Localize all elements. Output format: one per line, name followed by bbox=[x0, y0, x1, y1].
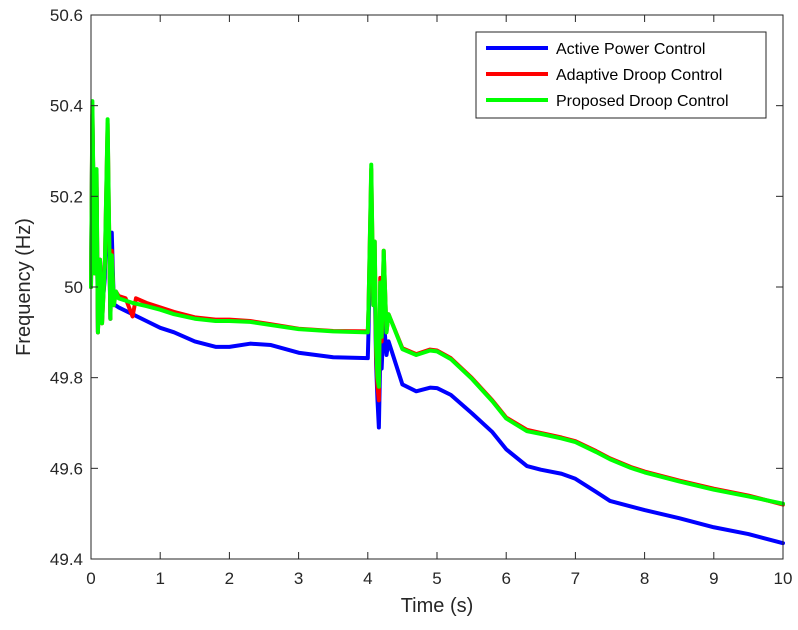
y-tick-label: 50.6 bbox=[50, 6, 83, 25]
x-tick-label: 0 bbox=[86, 569, 95, 588]
x-tick-label: 8 bbox=[640, 569, 649, 588]
series-line-3 bbox=[89, 99, 785, 506]
x-tick-label: 4 bbox=[363, 569, 372, 588]
series-line-2 bbox=[89, 103, 785, 507]
y-tick-label: 50.4 bbox=[50, 97, 83, 116]
x-tick-label: 9 bbox=[709, 569, 718, 588]
legend: Active Power Control Adaptive Droop Contr… bbox=[475, 31, 767, 119]
y-tick-label: 50 bbox=[64, 278, 83, 297]
y-tick-label: 49.8 bbox=[50, 369, 83, 388]
x-axis: 0 1 2 3 4 5 6 7 8 9 10 bbox=[86, 15, 792, 588]
x-tick-label: 3 bbox=[294, 569, 303, 588]
x-tick-label: 10 bbox=[774, 569, 793, 588]
x-tick-label: 1 bbox=[155, 569, 164, 588]
x-tick-label: 6 bbox=[501, 569, 510, 588]
y-axis: 49.4 49.6 49.8 50 50.2 50.4 50.6 bbox=[50, 6, 783, 569]
y-tick-label: 49.4 bbox=[50, 550, 83, 569]
legend-label: Active Power Control bbox=[556, 41, 705, 58]
x-tick-label: 7 bbox=[571, 569, 580, 588]
legend-label: Proposed Droop Control bbox=[556, 93, 729, 110]
x-tick-label: 2 bbox=[225, 569, 234, 588]
x-axis-label: Time (s) bbox=[401, 595, 474, 617]
x-tick-label: 5 bbox=[432, 569, 441, 588]
y-tick-label: 49.6 bbox=[50, 459, 83, 478]
plot-lines bbox=[89, 99, 785, 546]
legend-label: Adaptive Droop Control bbox=[556, 67, 722, 84]
y-axis-label: Frequency (Hz) bbox=[13, 218, 35, 356]
y-tick-label: 50.2 bbox=[50, 187, 83, 206]
